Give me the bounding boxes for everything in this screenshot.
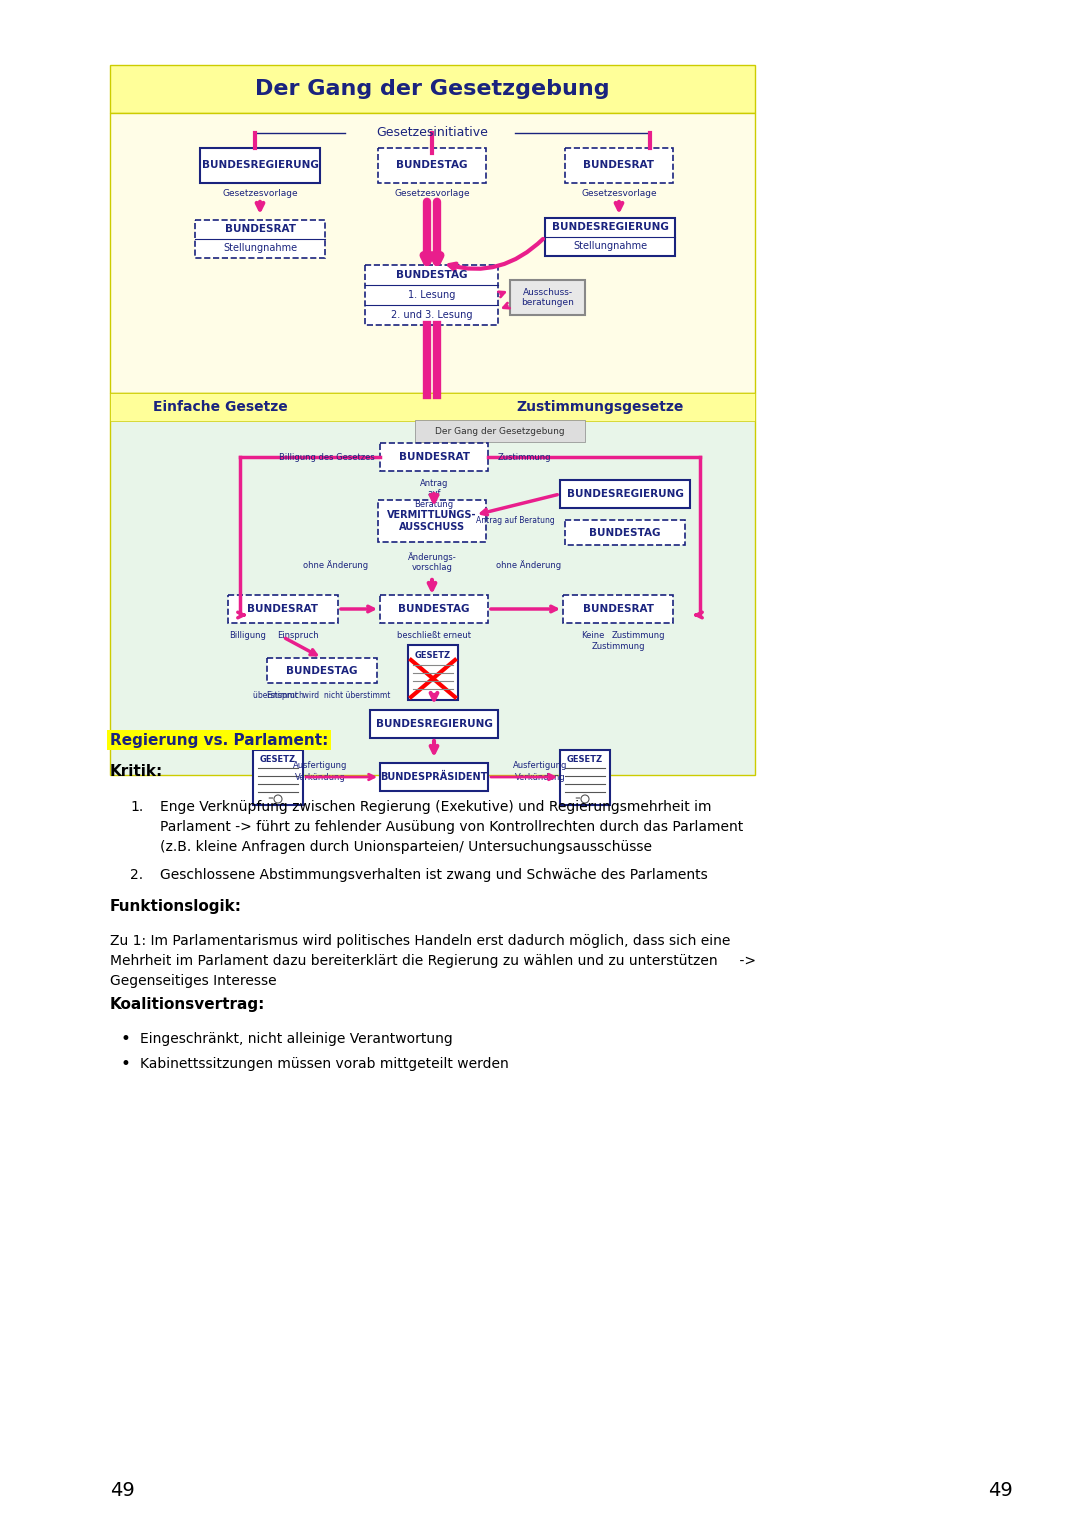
FancyBboxPatch shape xyxy=(370,710,498,738)
Text: 49: 49 xyxy=(110,1481,135,1500)
Text: Änderungs-
vorschlag: Änderungs- vorschlag xyxy=(407,551,457,573)
FancyBboxPatch shape xyxy=(378,148,486,183)
FancyBboxPatch shape xyxy=(415,420,585,441)
Text: BUNDESREGIERUNG: BUNDESREGIERUNG xyxy=(202,160,319,171)
Text: •: • xyxy=(120,1031,130,1048)
Text: Antrag auf Beratung: Antrag auf Beratung xyxy=(476,516,555,525)
Text: BUNDESREGIERUNG: BUNDESREGIERUNG xyxy=(552,221,669,232)
FancyBboxPatch shape xyxy=(510,279,585,315)
Text: Gegenseitiges Interesse: Gegenseitiges Interesse xyxy=(110,974,276,988)
Text: Kritik:: Kritik: xyxy=(110,765,163,779)
Text: Stellungnahme: Stellungnahme xyxy=(572,241,647,250)
Text: Der Gang der Gesetzgebung: Der Gang der Gesetzgebung xyxy=(435,426,565,435)
FancyBboxPatch shape xyxy=(195,220,325,258)
Text: Stellungnahme: Stellungnahme xyxy=(222,243,297,253)
Text: Mehrheit im Parlament dazu bereiterklärt die Regierung zu wählen und zu unterstü: Mehrheit im Parlament dazu bereiterklärt… xyxy=(110,954,756,968)
Text: Der Gang der Gesetzgebung: Der Gang der Gesetzgebung xyxy=(255,79,610,99)
Text: Parlament -> führt zu fehlender Ausübung von Kontrollrechten durch das Parlament: Parlament -> führt zu fehlender Ausübung… xyxy=(160,820,743,834)
FancyBboxPatch shape xyxy=(267,658,377,683)
Text: Eingeschränkt, nicht alleinige Verantwortung: Eingeschränkt, nicht alleinige Verantwor… xyxy=(140,1032,453,1046)
Text: Gesetzesvorlage: Gesetzesvorlage xyxy=(394,188,470,197)
FancyBboxPatch shape xyxy=(563,596,673,623)
Text: =: = xyxy=(575,796,580,802)
Text: BUNDESREGIERUNG: BUNDESREGIERUNG xyxy=(376,719,492,728)
Text: Zu 1: Im Parlamentarismus wird politisches Handeln erst dadurch möglich, dass si: Zu 1: Im Parlamentarismus wird politisch… xyxy=(110,935,730,948)
Text: Zustimmung: Zustimmung xyxy=(591,641,645,651)
Text: Geschlossene Abstimmungsverhalten ist zwang und Schwäche des Parlaments: Geschlossene Abstimmungsverhalten ist zw… xyxy=(160,867,707,883)
Text: Einspruch: Einspruch xyxy=(266,692,303,699)
Text: BUNDESRAT: BUNDESRAT xyxy=(225,224,296,234)
Text: ohne Änderung: ohne Änderung xyxy=(302,560,368,570)
FancyBboxPatch shape xyxy=(253,750,303,805)
Text: BUNDESRAT: BUNDESRAT xyxy=(247,605,319,614)
Text: Ausfertigung: Ausfertigung xyxy=(513,760,567,770)
FancyBboxPatch shape xyxy=(565,521,685,545)
FancyBboxPatch shape xyxy=(561,479,690,508)
Text: BUNDESPRÄSIDENT: BUNDESPRÄSIDENT xyxy=(380,773,488,782)
Text: Zustimmungsgesetze: Zustimmungsgesetze xyxy=(516,400,684,414)
Text: Zustimmung: Zustimmung xyxy=(498,452,552,461)
FancyBboxPatch shape xyxy=(110,66,755,113)
Text: BUNDESTAG: BUNDESTAG xyxy=(590,527,661,538)
Text: Gesetzesvorlage: Gesetzesvorlage xyxy=(581,188,657,197)
Text: BUNDESTAG: BUNDESTAG xyxy=(286,666,357,675)
Text: ohne Änderung: ohne Änderung xyxy=(496,560,562,570)
Text: •: • xyxy=(120,1055,130,1073)
Text: BUNDESTAG: BUNDESTAG xyxy=(399,605,470,614)
FancyBboxPatch shape xyxy=(380,764,488,791)
FancyBboxPatch shape xyxy=(200,148,320,183)
FancyBboxPatch shape xyxy=(380,596,488,623)
FancyBboxPatch shape xyxy=(110,113,755,392)
Text: (z.B. kleine Anfragen durch Unionsparteien/ Untersuchungsausschüsse: (z.B. kleine Anfragen durch Unionspartei… xyxy=(160,840,652,854)
FancyBboxPatch shape xyxy=(380,443,488,470)
Text: 1.: 1. xyxy=(130,800,144,814)
Text: Koalitionsvertrag:: Koalitionsvertrag: xyxy=(110,997,266,1011)
FancyBboxPatch shape xyxy=(228,596,338,623)
Text: BUNDESTAG: BUNDESTAG xyxy=(396,160,468,171)
Text: beschließt erneut: beschließt erneut xyxy=(397,631,471,640)
Text: BUNDESREGIERUNG: BUNDESREGIERUNG xyxy=(567,489,684,499)
FancyBboxPatch shape xyxy=(378,499,486,542)
Text: BUNDESRAT: BUNDESRAT xyxy=(399,452,470,463)
Text: 2.: 2. xyxy=(130,867,144,883)
Text: Zustimmung: Zustimmung xyxy=(611,631,665,640)
FancyBboxPatch shape xyxy=(110,392,755,421)
Text: Einspruch: Einspruch xyxy=(278,631,319,640)
Text: GESETZ: GESETZ xyxy=(415,651,451,660)
Text: Kabinettssitzungen müssen vorab mittgeteilt werden: Kabinettssitzungen müssen vorab mittgete… xyxy=(140,1057,509,1070)
FancyBboxPatch shape xyxy=(545,218,675,257)
Text: VERMITTLUNGS-
AUSSCHUSS: VERMITTLUNGS- AUSSCHUSS xyxy=(388,510,476,531)
Text: BUNDESRAT: BUNDESRAT xyxy=(582,605,653,614)
FancyBboxPatch shape xyxy=(565,148,673,183)
Text: BUNDESTAG: BUNDESTAG xyxy=(395,270,468,279)
Text: GESETZ: GESETZ xyxy=(567,756,603,765)
Text: Enge Verknüpfung zwischen Regierung (Exekutive) und Regierungsmehrheit im: Enge Verknüpfung zwischen Regierung (Exe… xyxy=(160,800,712,814)
Text: Gesetzesinitiative: Gesetzesinitiative xyxy=(377,127,488,139)
Text: Regierung vs. Parlament:: Regierung vs. Parlament: xyxy=(110,733,328,748)
Text: Funktionslogik:: Funktionslogik: xyxy=(110,898,242,913)
Text: Billigung: Billigung xyxy=(230,631,267,640)
Text: 1. Lesung: 1. Lesung xyxy=(408,290,455,299)
Text: GESETZ: GESETZ xyxy=(260,756,296,765)
FancyBboxPatch shape xyxy=(110,392,755,776)
Text: Antrag
auf
Beratung: Antrag auf Beratung xyxy=(415,479,454,508)
Text: überstimmt  wird  nicht überstimmt: überstimmt wird nicht überstimmt xyxy=(254,692,391,699)
Text: Verkündung: Verkündung xyxy=(515,773,565,782)
Text: 2. und 3. Lesung: 2. und 3. Lesung xyxy=(391,310,472,321)
FancyBboxPatch shape xyxy=(408,644,458,699)
Text: 49: 49 xyxy=(987,1481,1012,1500)
Text: Ausschuss-
beratungen: Ausschuss- beratungen xyxy=(521,287,573,307)
Text: Einfache Gesetze: Einfache Gesetze xyxy=(152,400,287,414)
FancyBboxPatch shape xyxy=(561,750,610,805)
Text: =: = xyxy=(267,796,273,802)
Text: Gesetzesvorlage: Gesetzesvorlage xyxy=(222,188,298,197)
Text: Ausfertigung: Ausfertigung xyxy=(293,760,347,770)
FancyBboxPatch shape xyxy=(365,266,498,325)
Text: Billigung des Gesetzes: Billigung des Gesetzes xyxy=(280,452,375,461)
Text: Verkündung: Verkündung xyxy=(295,773,346,782)
Text: BUNDESRAT: BUNDESRAT xyxy=(583,160,654,171)
Text: Keine: Keine xyxy=(581,631,605,640)
